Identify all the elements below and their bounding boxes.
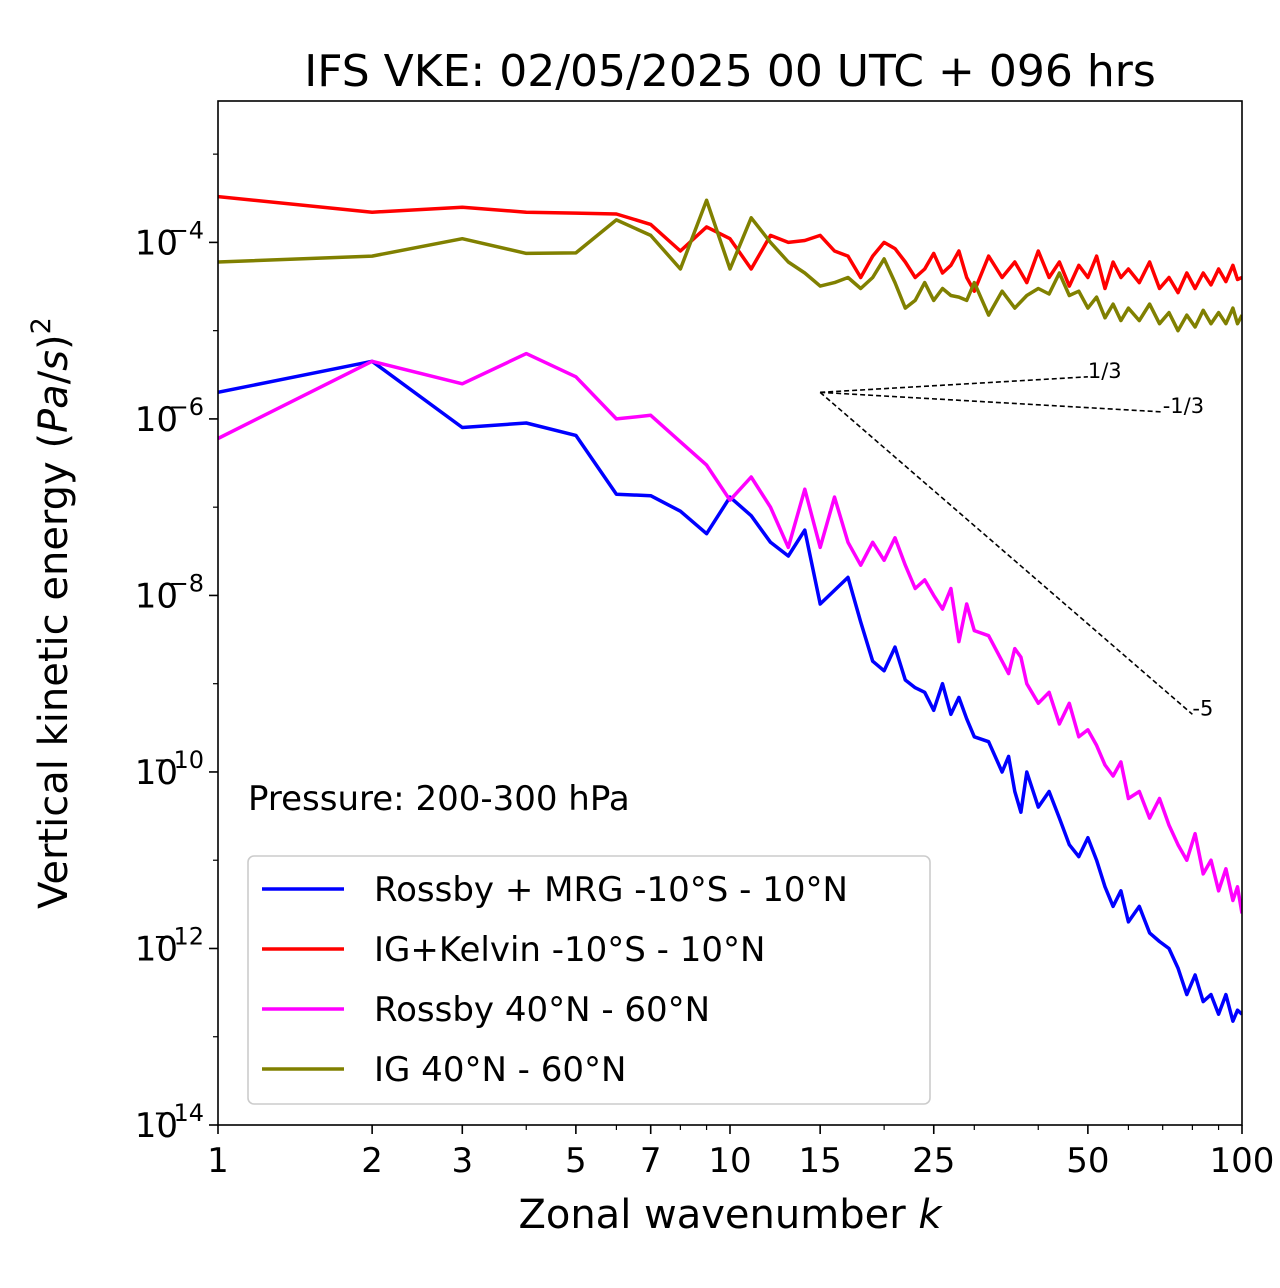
reference-slope-label: 1/3 — [1088, 359, 1122, 383]
y-tick-label: 10 — [135, 929, 178, 969]
x-tick-label: 100 — [1210, 1141, 1275, 1181]
reference-slopes: 1/3 -1/3 -5 — [819, 359, 1213, 720]
reference-slope-line — [819, 391, 1193, 715]
x-axis-label: Zonal wavenumber k — [518, 1192, 943, 1238]
y-axis-label: Vertical kinetic energy (Pa/s)2 — [26, 317, 77, 909]
series-line — [218, 351, 1242, 914]
legend: Rossby + MRG -10°S - 10°N IG+Kelvin -10°S… — [247, 855, 931, 1105]
series-line — [218, 194, 1242, 295]
y-tick-exponent: −6 — [169, 393, 204, 421]
legend-label: Rossby 40°N - 60°N — [374, 990, 710, 1030]
x-axis: 1 2 3 5 7 10 15 25 50 100 — [207, 1125, 1274, 1181]
y-tick-label: 10 — [135, 1106, 178, 1146]
reference-slope-label: -1/3 — [1163, 394, 1204, 418]
x-tick-label: 50 — [1066, 1141, 1109, 1181]
series-line — [218, 198, 1242, 333]
y-tick-label: 10 — [135, 223, 178, 263]
x-tick-label: 2 — [361, 1141, 383, 1181]
legend-label: IG+Kelvin -10°S - 10°N — [374, 930, 765, 970]
x-tick-label: 1 — [207, 1141, 229, 1181]
x-tick-label: 25 — [912, 1141, 955, 1181]
y-tick-exponent: −10 — [153, 746, 204, 774]
reference-slope-line — [820, 391, 1163, 413]
y-tick-label: 10 — [135, 576, 178, 616]
x-tick-label: 15 — [799, 1141, 842, 1181]
x-tick-label: 7 — [640, 1141, 662, 1181]
y-tick-exponent: −4 — [169, 216, 204, 244]
legend-box — [247, 855, 931, 1105]
y-tick-label: 10 — [135, 400, 178, 440]
series-layer — [218, 194, 1242, 1023]
y-tick-exponent: −12 — [153, 922, 204, 950]
y-tick-exponent: −14 — [153, 1099, 204, 1127]
x-tick-label: 5 — [565, 1141, 587, 1181]
pressure-annotation: Pressure: 200-300 hPa — [248, 779, 630, 819]
reference-slope-line — [820, 376, 1088, 394]
reference-slope-label: -5 — [1192, 696, 1213, 720]
legend-label: IG 40°N - 60°N — [374, 1050, 626, 1090]
series-line — [218, 359, 1242, 1023]
x-tick-label: 10 — [708, 1141, 751, 1181]
y-tick-label: 10 — [135, 753, 178, 793]
y-tick-exponent: −8 — [169, 569, 204, 597]
x-tick-label: 3 — [451, 1141, 473, 1181]
chart-title: IFS VKE: 02/05/2025 00 UTC + 096 hrs — [304, 46, 1156, 97]
legend-label: Rossby + MRG -10°S - 10°N — [374, 870, 848, 910]
